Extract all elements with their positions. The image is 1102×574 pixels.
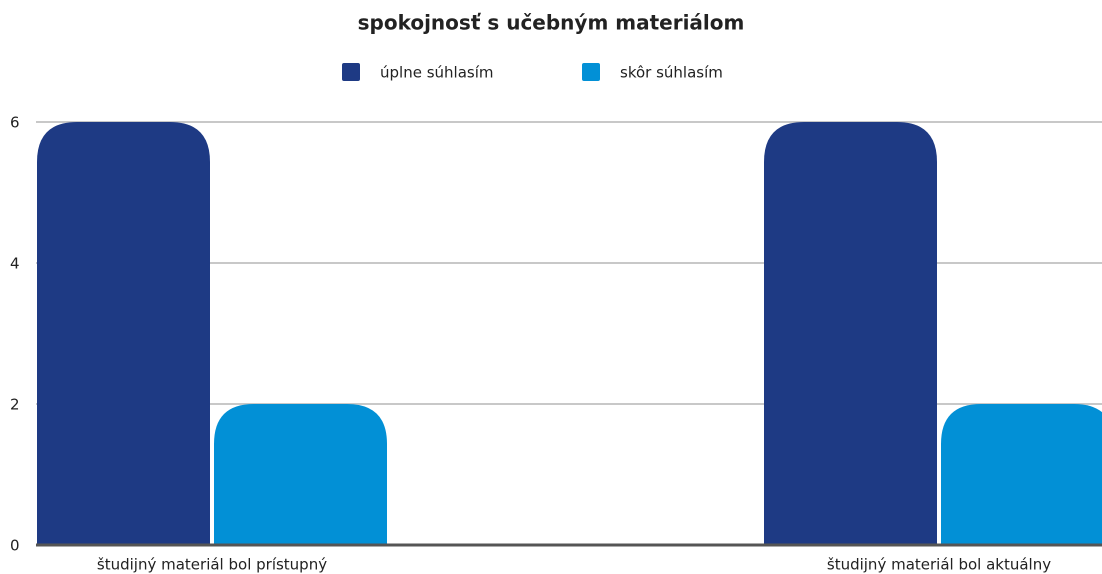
- bar: [214, 404, 387, 545]
- legend-swatch: [582, 63, 600, 81]
- legend-swatch: [342, 63, 360, 81]
- bar: [941, 404, 1102, 545]
- y-tick-label: 6: [10, 114, 20, 132]
- bar: [764, 122, 937, 545]
- chart-title: spokojnosť s učebným materiálom: [358, 11, 745, 35]
- legend-label: skôr súhlasím: [620, 64, 723, 82]
- bar: [37, 122, 210, 545]
- x-tick-label: študijný materiál bol aktuálny: [827, 556, 1051, 574]
- legend-label: úplne súhlasím: [380, 64, 493, 82]
- x-tick-label: študijný materiál bol prístupný: [97, 556, 327, 574]
- y-tick-label: 2: [10, 396, 20, 414]
- y-tick-label: 0: [10, 537, 20, 555]
- y-tick-label: 4: [10, 255, 20, 273]
